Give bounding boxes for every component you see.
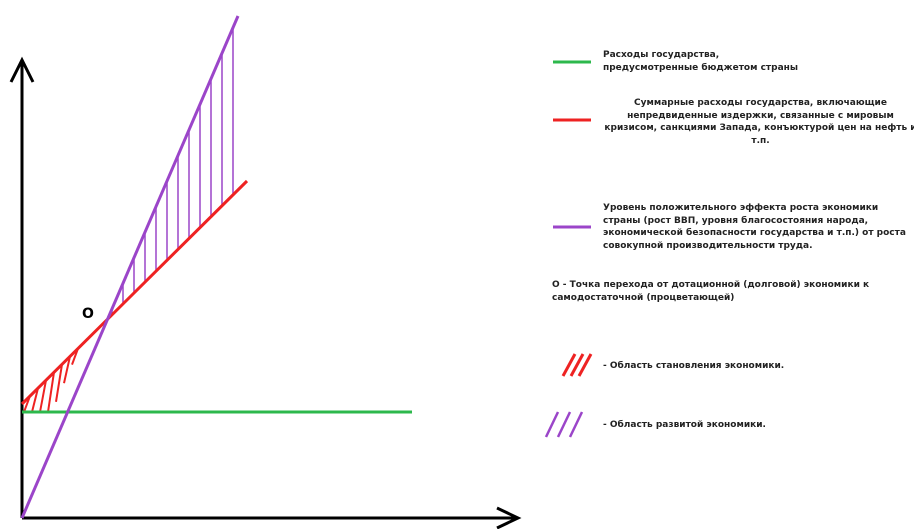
total-expenses-line xyxy=(20,179,249,406)
forming-hatch-stroke xyxy=(63,356,71,384)
forming-hatch-stroke xyxy=(31,387,39,413)
point-o-label: О xyxy=(82,306,94,322)
legend-effect-text: Уровень положительного эффекта роста эко… xyxy=(603,203,906,251)
forming-area-hatching xyxy=(23,348,79,413)
legend-forming-text: - Область становления экономики. xyxy=(603,361,785,371)
legend-budget-text: Расходы государства, предусмотренные бюд… xyxy=(603,50,799,73)
legend-point-text: О - Точка перехода от дотационной (долго… xyxy=(552,280,870,303)
legend-developed-text: - Область развитой экономики. xyxy=(603,420,766,430)
forming-hatch-stroke xyxy=(47,372,55,413)
legend-total-text: Суммарные расходы государства, включающи… xyxy=(604,98,914,146)
y-axis-arrowhead xyxy=(9,56,35,83)
x-axis-arrowhead xyxy=(496,506,522,529)
developed-area-hatching xyxy=(111,27,234,315)
legend-forming-hatch-icon xyxy=(561,353,593,377)
productivity-effect-line xyxy=(20,15,240,519)
forming-hatch-stroke xyxy=(39,380,47,413)
legend-developed-hatch-icon xyxy=(544,411,584,438)
forming-hatch-stroke xyxy=(55,364,63,402)
